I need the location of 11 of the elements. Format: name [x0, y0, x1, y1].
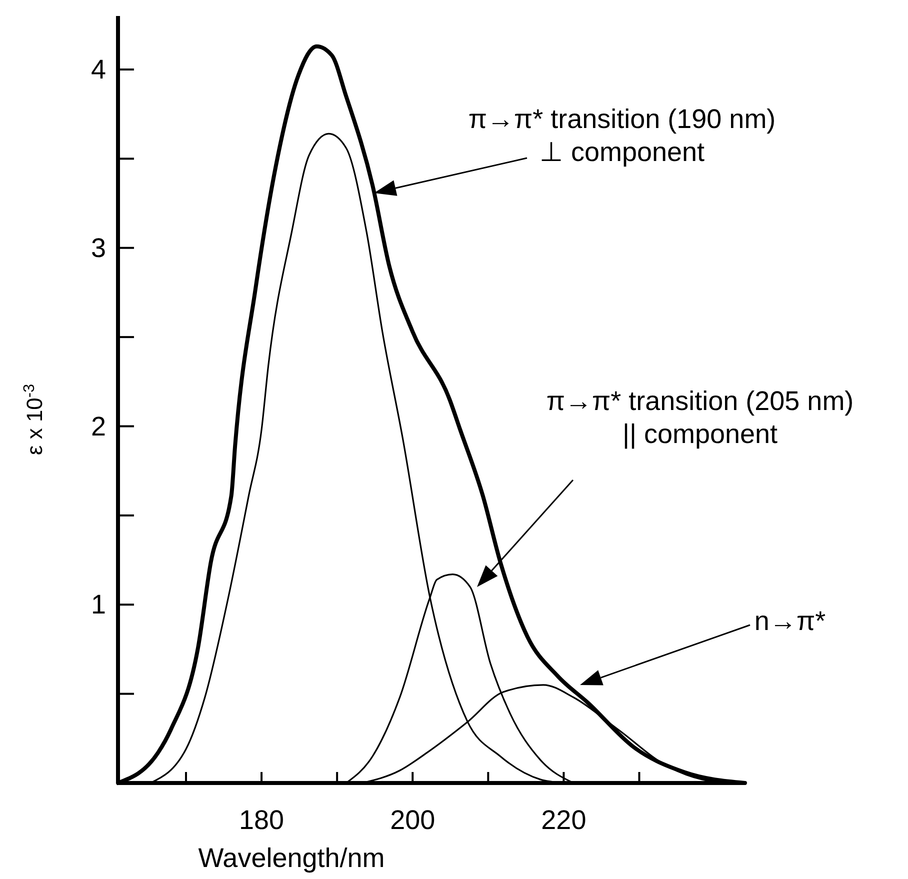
y-tick-label: 2: [90, 411, 106, 442]
annotation: π→π* transition (190 nm) ⊥ component: [468, 104, 776, 167]
x-tick-label: 220: [541, 805, 586, 835]
y-tick-label: 1: [90, 590, 106, 620]
annotation: π→π* transition (205 nm) || component: [546, 386, 854, 449]
x-tick-label: 180: [239, 805, 284, 835]
y-tick-label: 3: [90, 232, 106, 263]
y-tick-label: 4: [90, 54, 106, 85]
x-axis-title: Wavelength/nm: [198, 843, 385, 873]
x-tick-label: 200: [390, 805, 436, 835]
text: n→π*: [754, 606, 826, 636]
